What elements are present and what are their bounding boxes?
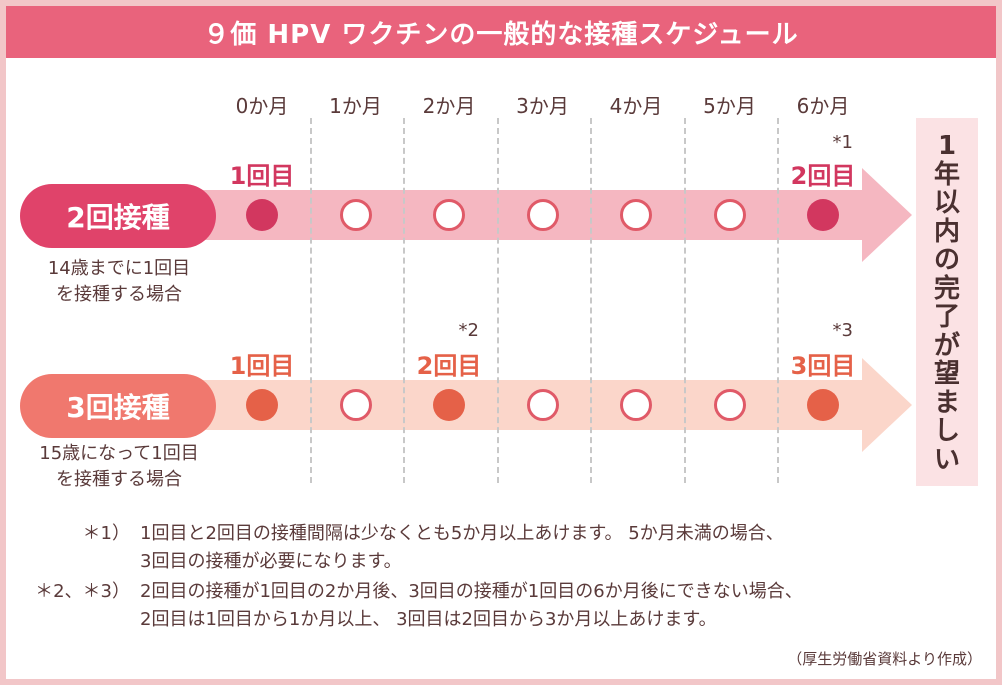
three-dose-pill: 3回接種: [20, 374, 216, 438]
goal-char: ま: [933, 387, 960, 418]
month-divider: [590, 118, 592, 483]
month-label: 1か月: [329, 94, 382, 118]
goal-char: 内: [933, 216, 960, 247]
goal-char: 1: [937, 131, 957, 161]
goal-char: し: [933, 416, 960, 446]
two-dose-subtitle: 14歳までに1回目 を接種する場合: [14, 256, 224, 308]
month-dot: [339, 389, 372, 421]
month-dot: [526, 199, 559, 231]
two-dose-pill: 2回接種: [20, 184, 216, 248]
dose-label: 2回目: [790, 162, 856, 190]
two-dose-subtitle-line1: 14歳までに1回目: [47, 258, 191, 279]
goal-char: 完: [933, 273, 960, 304]
footnote-1-line1: 1回目と2回目の接種間隔は少なくとも5か月以上あけます。 5か月未満の場合、: [140, 523, 784, 544]
month-dot: [339, 199, 372, 231]
footnote-2: ＊2、＊3） 2回目の接種が1回目の2か月後、3回目の接種が1回目の6か月後にで…: [0, 578, 1002, 638]
goal-char: い: [933, 444, 960, 475]
month-dot: [713, 199, 746, 231]
note-mark: *2: [458, 320, 479, 341]
footnote-2-mark: ＊2、＊3）: [35, 581, 130, 602]
goal-char: 以: [933, 188, 960, 218]
month-dot: [620, 199, 652, 231]
three-dose-subtitle-line1: 15歳になって1回目: [39, 443, 199, 464]
note-mark: *1: [832, 132, 853, 153]
dose-label: 1回目: [229, 162, 295, 190]
month-label: 6か月: [796, 94, 850, 118]
page-title: ９価 HPV ワクチンの一般的な接種スケジュール: [6, 6, 996, 58]
three-dose-subtitle-line2: を接種する場合: [56, 469, 182, 490]
month-divider: [309, 118, 312, 483]
two-dose-label: 2回接種: [66, 201, 170, 234]
footnote-2-line1: 2回目の接種が1回目の2か月後、3回目の接種が1回目の6か月後にできない場合、: [140, 581, 803, 602]
month-label: 5か月: [703, 94, 756, 118]
month-label: 2か月: [422, 94, 476, 118]
month-dot: [526, 389, 559, 421]
month-label: 3か月: [516, 94, 569, 118]
footnote-2-line2: 2回目は1回目から1か月以上、 3回目は2回目から3か月以上あけます。: [140, 609, 717, 630]
month-divider: [777, 118, 779, 483]
dose-label: 3回目: [790, 352, 856, 380]
three-dose-subtitle: 15歳になって1回目 を接種する場合: [14, 441, 224, 493]
month-label: 4か月: [609, 94, 663, 118]
month-divider: [683, 118, 686, 483]
three-dose-label: 3回接種: [66, 391, 170, 424]
dose-dot: [433, 389, 465, 421]
dose-label: 1回目: [229, 352, 295, 380]
month-divider: [403, 118, 405, 483]
title-text: ９価 HPV ワクチンの一般的な接種スケジュール: [203, 19, 799, 50]
dose-dot: [807, 199, 839, 231]
dose-dot: [246, 389, 278, 421]
footnote-1: ＊1） 1回目と2回目の接種間隔は少なくとも5か月以上あけます。 5か月未満の場…: [0, 520, 1002, 580]
note-mark: *3: [832, 320, 853, 341]
month-dot: [433, 199, 465, 231]
two-dose-subtitle-line2: を接種する場合: [56, 284, 182, 305]
month-dot: [713, 389, 746, 421]
goal-char: が: [933, 330, 960, 361]
footnote-1-line2: 3回目の接種が必要になります。: [140, 551, 402, 572]
source-credit: （厚生労働省資料より作成）: [787, 650, 982, 668]
goal-char: 年: [933, 159, 960, 190]
goal-char: 望: [933, 359, 960, 389]
dose-dot: [246, 199, 278, 231]
dose-dot: [807, 389, 839, 421]
month-divider: [496, 118, 499, 483]
month-label: 0か月: [235, 94, 289, 118]
footnote-1-mark: ＊1）: [82, 523, 130, 544]
dose-label: 2回目: [416, 352, 482, 380]
goal-char: 了: [933, 302, 960, 332]
month-dot: [620, 389, 652, 421]
goal-char: の: [933, 245, 960, 275]
